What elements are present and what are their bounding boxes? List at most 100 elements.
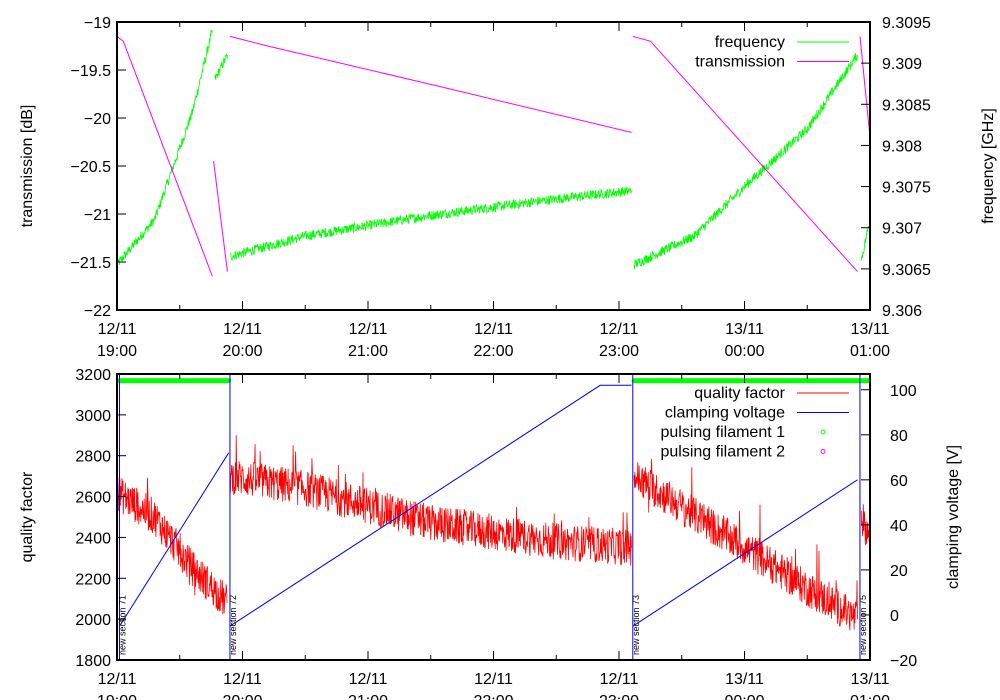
y2-tick-label: 80: [890, 428, 908, 445]
series-line: [229, 435, 632, 566]
x-tick-label-time: 22:00: [473, 693, 513, 700]
series-line: [229, 384, 632, 627]
section-annotation: new section 72: [228, 595, 238, 655]
legend-label: transmission: [695, 54, 785, 71]
series-line: [632, 479, 858, 627]
series-line: [860, 219, 870, 261]
x-tick-label-date: 13/11: [725, 671, 764, 688]
plot-2: new section 71 new section 72 new section …: [19, 367, 962, 700]
x-tick-label-date: 12/11: [600, 671, 639, 688]
x-tick-label-time: 00:00: [724, 343, 764, 360]
y-tick-label: −22: [84, 303, 111, 320]
x-tick-label-time: 23:00: [599, 343, 639, 360]
y2-tick-label: 9.3085: [882, 97, 931, 114]
plot-area: [117, 29, 870, 277]
legend-label: quality factor: [694, 385, 785, 402]
legend-marker: [820, 429, 826, 435]
series-quality-factor: [117, 435, 870, 631]
y-tick-label: −20.5: [71, 159, 112, 176]
legend-marker: [820, 449, 826, 454]
legend-label: pulsing filament 2: [660, 444, 785, 461]
y2-tick-label: 0: [890, 608, 899, 625]
x-tick-label-date: 12/11: [349, 671, 388, 688]
series-line: [229, 35, 632, 133]
x-tick-label-time: 19:00: [97, 343, 137, 360]
x-tick-label-time: 01:00: [850, 343, 890, 360]
x-tick-label-date: 12/11: [600, 321, 639, 338]
y-tick-label: 2200: [75, 571, 111, 588]
x-tick-label-date: 12/11: [98, 671, 137, 688]
series-line: [214, 53, 228, 80]
y2-tick-label: 9.308: [882, 138, 922, 155]
y-axis-label: transmission [dB]: [19, 105, 36, 228]
x-tick-label-date: 12/11: [349, 321, 388, 338]
series-line: [119, 452, 230, 627]
y-tick-label: 2600: [75, 490, 111, 507]
y2-tick-label: 40: [890, 518, 908, 535]
section-annotation: new section 75: [858, 595, 868, 655]
x-tick-label-date: 13/11: [851, 671, 890, 688]
x-tick-label-date: 12/11: [474, 321, 513, 338]
y2-tick-label: 9.3095: [882, 15, 931, 32]
y-tick-label: 1800: [75, 653, 111, 670]
x-tick-label-time: 20:00: [222, 693, 262, 700]
legend-label: pulsing filament 1: [660, 424, 785, 441]
x-tick-label-time: 22:00: [473, 343, 513, 360]
y-axis-label: quality factor: [19, 471, 36, 562]
y-tick-label: 2800: [75, 449, 111, 466]
y-tick-label: −20: [84, 111, 111, 128]
x-tick-label-time: 23:00: [599, 693, 639, 700]
y-tick-label: −19.5: [71, 63, 112, 80]
x-tick-label-time: 19:00: [97, 693, 137, 700]
y2-tick-label: 9.309: [882, 56, 922, 73]
y-tick-label: −21: [84, 207, 111, 224]
x-tick-label-date: 12/11: [223, 321, 262, 338]
y-tick-label: 2000: [75, 612, 111, 629]
y2-tick-label: 9.307: [882, 221, 922, 238]
series-clamping-voltage: [119, 384, 858, 627]
series-line: [229, 186, 632, 261]
x-tick-label-time: 21:00: [348, 343, 388, 360]
x-tick-label-time: 01:00: [850, 693, 890, 700]
series-line: [860, 504, 870, 546]
y2-axis-label: clamping voltage [V]: [945, 445, 962, 589]
series-line: [633, 53, 858, 270]
section-annotation: new section 73: [631, 595, 641, 655]
series-line: [859, 36, 870, 138]
y2-tick-label: −20: [890, 653, 917, 670]
x-tick-label-date: 12/11: [223, 671, 262, 688]
y-tick-label: −21.5: [71, 255, 112, 272]
y-tick-label: −19: [84, 15, 111, 32]
y2-tick-label: 100: [890, 383, 917, 400]
y2-tick-label: 60: [890, 473, 908, 490]
series-line: [632, 35, 858, 272]
y2-tick-label: 9.3065: [882, 262, 931, 279]
y-tick-label: 3000: [75, 408, 111, 425]
x-tick-label-time: 20:00: [222, 343, 262, 360]
x-tick-label-time: 00:00: [724, 693, 764, 700]
y2-tick-label: 9.306: [882, 303, 922, 320]
series-line: [117, 477, 228, 615]
x-tick-label-date: 12/11: [98, 321, 137, 338]
series-transmission: [117, 35, 870, 277]
legend: quality factor clamping voltage pulsing fi…: [660, 385, 849, 461]
series-line: [213, 161, 228, 272]
x-tick-label-time: 21:00: [348, 693, 388, 700]
x-tick-label-date: 12/11: [474, 671, 513, 688]
series-pulsing-filament-1: [117, 378, 870, 384]
y-tick-label: 2400: [75, 530, 111, 547]
x-tick-label-date: 13/11: [725, 321, 764, 338]
legend-label: frequency: [715, 34, 785, 51]
y2-tick-label: 20: [890, 563, 908, 580]
legend-label: clamping voltage: [665, 405, 785, 422]
plot-1: 12/11 19:00 12/11 20:00 12/11 21:00 12/11 22:00…: [19, 15, 997, 360]
series-frequency: [117, 29, 870, 270]
series-line: [633, 458, 858, 631]
series-line: [117, 36, 213, 277]
section-annotation: new section 71: [118, 595, 128, 655]
y2-axis-label: frequency [GHz]: [980, 108, 997, 224]
y-tick-label: 3200: [75, 367, 111, 384]
plot-area: [117, 374, 870, 660]
x-tick-label-date: 13/11: [851, 321, 890, 338]
